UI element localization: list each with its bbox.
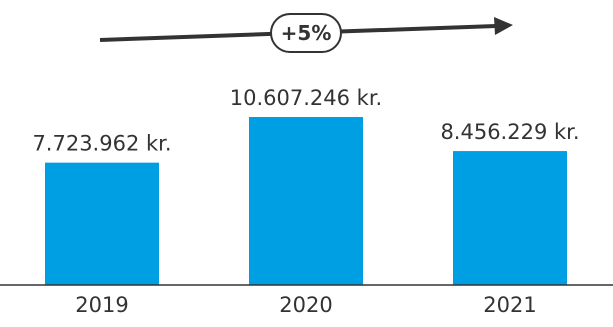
trend-badge	[270, 13, 342, 53]
bar-2020	[249, 117, 363, 285]
trend-arrow-head	[494, 17, 513, 35]
bar-2019	[45, 162, 159, 285]
x-tick-label-2019: 2019	[75, 293, 128, 317]
bars-group	[45, 117, 567, 285]
trend-annotation: +5%	[99, 13, 513, 53]
bar-2021	[453, 151, 567, 285]
x-tick-label-2021: 2021	[483, 293, 536, 317]
trend-badge-label: +5%	[281, 21, 332, 45]
value-label-2019: 7.723.962 kr.	[32, 132, 171, 156]
value-labels-group: 7.723.962 kr. 10.607.246 kr. 8.456.229 kr.	[32, 86, 579, 156]
value-label-2020: 10.607.246 kr.	[230, 86, 382, 110]
x-tick-label-2020: 2020	[279, 293, 332, 317]
x-tick-labels-group: 2019 2020 2021	[75, 293, 536, 317]
value-label-2021: 8.456.229 kr.	[440, 120, 579, 144]
